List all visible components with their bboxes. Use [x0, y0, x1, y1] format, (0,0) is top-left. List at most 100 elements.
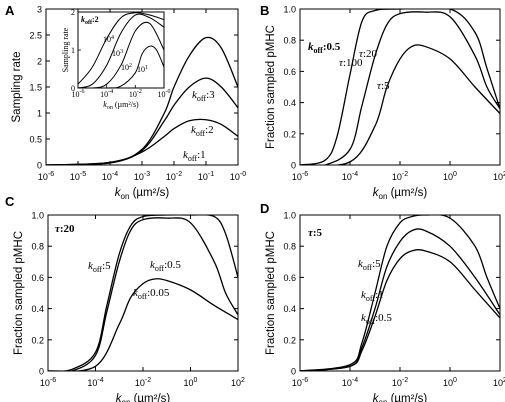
inset-series-line [78, 21, 164, 88]
inset-series-line [78, 45, 164, 88]
x-tick-label: 10-6 [40, 377, 56, 388]
series-line [48, 217, 238, 371]
y-tick-label: 2 [37, 57, 42, 67]
series-label: koff:1 [361, 289, 384, 303]
inset-series-line [78, 12, 164, 85]
inset-series-line [78, 13, 164, 88]
panel-label-D: D [260, 201, 269, 216]
series-line [300, 249, 500, 371]
x-tick-label: 102 [231, 377, 245, 388]
series-line [46, 118, 238, 165]
x-tick-label: 100 [184, 377, 198, 388]
x-tick-label: 10-6 [292, 171, 308, 182]
parameter-label: koff:0.5 [308, 41, 341, 55]
x-tick-label: 10-4 [342, 377, 358, 388]
inset-series-label: 102 [121, 63, 132, 72]
y-tick-label: 0.8 [283, 36, 296, 46]
y-tick-label: 0.8 [31, 242, 44, 252]
inset-y-tick-label: 0 [71, 84, 75, 93]
series-label: koff:3 [192, 89, 215, 103]
parameter-label: τ:5 [308, 227, 323, 239]
y-tick-label: 1.0 [31, 211, 44, 221]
x-axis-label: kon (µm²/s) [373, 393, 428, 402]
y-axis-label: Fraction sampled pMHC [13, 231, 25, 355]
y-tick-label: 0.6 [283, 67, 296, 77]
y-tick-label: 1.0 [283, 211, 296, 221]
y-axis-label: Fraction sampled pMHC [265, 25, 277, 149]
y-tick-label: 0.4 [283, 304, 296, 314]
x-axis-label: kon (µm²/s) [115, 187, 170, 201]
x-tick-label: 10-2 [392, 377, 408, 388]
x-tick-label: 10-6 [292, 377, 308, 388]
x-tick-label: 10-0 [230, 171, 246, 182]
y-axis-label: Sampling rate [11, 52, 23, 123]
panel-label-B: B [260, 3, 269, 18]
series-line [300, 11, 500, 165]
y-tick-label: 0.5 [29, 135, 42, 145]
y-tick-label: 3 [37, 5, 42, 15]
y-tick-label: 2.5 [29, 31, 42, 41]
series-label: koff:5 [358, 258, 381, 272]
y-tick-label: 0.2 [31, 335, 44, 345]
x-tick-label: 10-4 [342, 171, 358, 182]
inset-x-tick-label: 10-0 [158, 89, 171, 99]
y-tick-label: 0.6 [283, 273, 296, 283]
y-tick-label: 0 [37, 161, 42, 171]
x-axis-label: kon (µm²/s) [116, 393, 171, 402]
x-tick-label: 10-1 [198, 171, 214, 182]
series-label: τ:5 [377, 80, 390, 92]
series-line [300, 44, 500, 165]
y-tick-label: 1.5 [29, 83, 42, 93]
series-label: τ:20 [359, 48, 377, 60]
inset-y-tick-label: 1 [71, 46, 75, 55]
inset-series-label: 103 [112, 49, 123, 58]
inset-title: koff:2 [81, 15, 99, 26]
y-tick-label: 0.8 [283, 242, 296, 252]
panel-B: B 10-6 10-4 10-2 100 102 0 0.2 0.4 0.6 0.8 1.0 kon (… [260, 3, 505, 201]
x-tick-label: 10-2 [135, 377, 151, 388]
x-tick-label: 102 [493, 377, 505, 388]
y-tick-label: 0.2 [283, 129, 296, 139]
series-label: koff:2 [191, 124, 214, 138]
plot-frame [299, 8, 501, 166]
y-axis-label: Fraction sampled pMHC [265, 231, 277, 355]
x-tick-label: 10-2 [392, 171, 408, 182]
x-tick-label: 10-3 [134, 171, 150, 182]
series-label: τ:100 [339, 57, 363, 69]
inset-frame [77, 11, 165, 89]
panel-D: D 10-6 10-4 10-2 100 102 0 0.2 0.4 0.6 0.8 1.0 kon (… [260, 201, 505, 402]
x-tick-label: 10-2 [166, 171, 182, 182]
inset-y-axis-label: Sampling rate [61, 27, 70, 72]
x-tick-label: 102 [493, 171, 505, 182]
inset-x-tick-label: 10-4 [100, 89, 113, 99]
inset-series-label: 101 [137, 65, 148, 74]
inset-y-tick-label: 2 [71, 8, 75, 17]
inset-x-tick-label: 10-6 [72, 89, 85, 99]
series-line [48, 215, 238, 371]
y-tick-label: 0 [291, 367, 296, 377]
y-tick-label: 0.6 [31, 273, 44, 283]
parameter-label: τ:20 [55, 223, 75, 235]
series-label: koff:0.5 [150, 259, 181, 273]
x-tick-label: 100 [443, 377, 457, 388]
panel-label-C: C [5, 194, 15, 209]
inset: 10-6 10-4 10-2 10-0 0 1 2 104 103 102 101 koff:2 Sam… [61, 8, 171, 111]
x-tick-label: 10-5 [70, 171, 86, 182]
panel-C: C 10-6 10-4 10-2 100 102 0 0.2 0.4 0.6 0.8 1.0 kon (… [5, 194, 245, 402]
y-tick-label: 0 [291, 161, 296, 171]
inset-series-label: 104 [103, 35, 114, 44]
inset-x-axis-label: kon (µm²/s) [103, 100, 139, 111]
series-label: koff:0.5 [361, 312, 392, 326]
x-tick-label: 10-4 [87, 377, 103, 388]
y-tick-label: 1 [37, 109, 42, 119]
x-tick-label: 10-6 [38, 171, 54, 182]
x-tick-label: 10-4 [102, 171, 118, 182]
series-line [300, 9, 500, 165]
y-tick-label: 0.4 [31, 304, 44, 314]
series-line [48, 278, 238, 371]
y-tick-label: 1.0 [283, 5, 296, 15]
y-tick-label: 0 [39, 367, 44, 377]
series-label: koff:0.05 [133, 287, 170, 301]
y-tick-label: 0.2 [283, 335, 296, 345]
